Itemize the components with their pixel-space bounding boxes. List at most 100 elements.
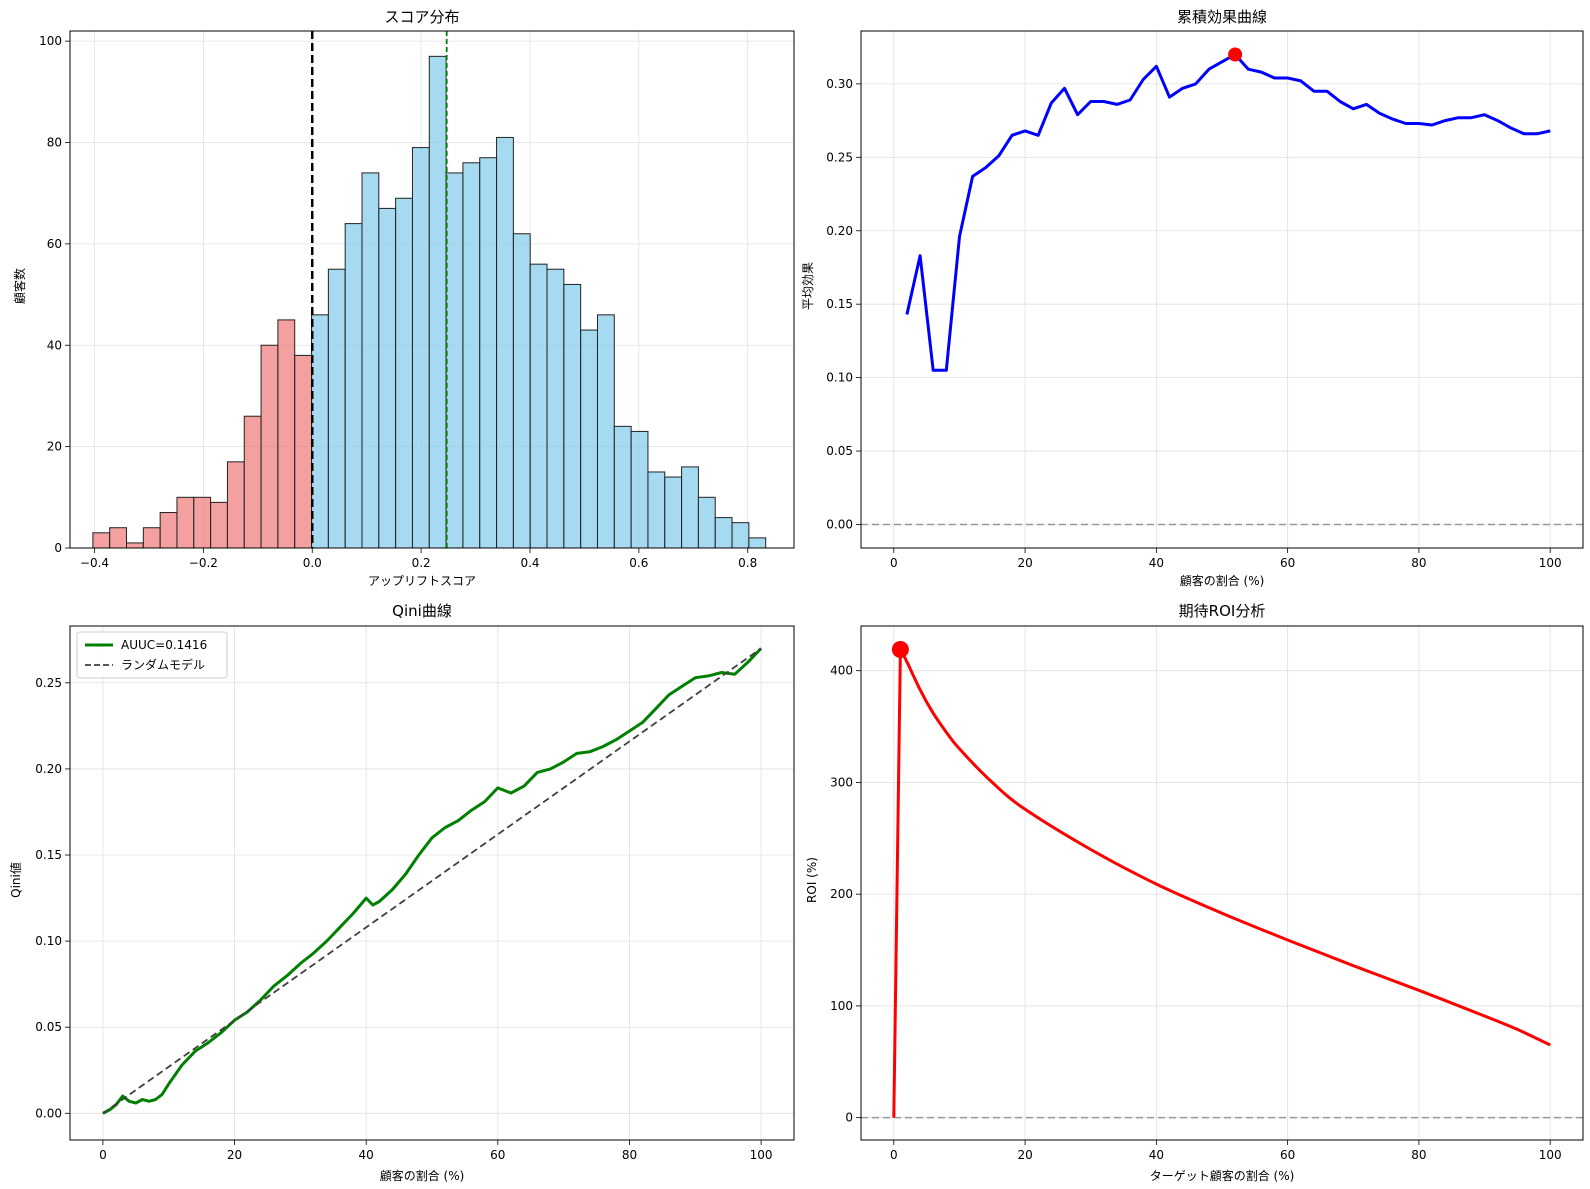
- histogram-bar: [193, 496, 212, 549]
- chart-title: スコア分布: [384, 8, 459, 26]
- chart-title: 累積効果曲線: [1177, 8, 1267, 26]
- histogram-bar: [445, 172, 464, 549]
- y-tick-label: 0.20: [35, 762, 62, 776]
- x-tick-label: 0.4: [520, 556, 539, 570]
- histogram-bar: [428, 55, 447, 549]
- x-tick-label: 40: [1149, 556, 1164, 570]
- roi-line: [892, 648, 1551, 1118]
- plot-frame: [860, 30, 1584, 549]
- histogram-bar: [529, 263, 548, 549]
- y-tick-label: 60: [47, 237, 62, 251]
- x-tick-label: 100: [750, 1148, 773, 1162]
- x-tick-label: 0.8: [738, 556, 757, 570]
- y-tick-label: 0.00: [826, 518, 853, 532]
- x-tick-label: 100: [1539, 556, 1562, 570]
- histogram-bar: [327, 268, 346, 549]
- x-tick-label: 40: [1149, 1148, 1164, 1162]
- y-tick-label: 0: [845, 1111, 853, 1125]
- histogram-bar: [277, 319, 296, 549]
- y-tick-label: 400: [830, 664, 853, 678]
- y-tick-label: 0.15: [826, 297, 853, 311]
- x-tick-label: −0.4: [80, 556, 109, 570]
- x-tick-label: 0: [890, 1148, 898, 1162]
- y-tick-label: 0.20: [826, 224, 853, 238]
- x-tick-label: 0.2: [412, 556, 431, 570]
- y-tick-label: 0.10: [826, 371, 853, 385]
- x-tick-label: 60: [1280, 1148, 1295, 1162]
- x-tick-label: 0.6: [629, 556, 648, 570]
- y-tick-label: 0.00: [35, 1106, 62, 1120]
- y-tick-label: 0.30: [826, 77, 853, 91]
- y-tick-label: 0.10: [35, 934, 62, 948]
- y-tick-label: 0.15: [35, 848, 62, 862]
- histogram-bar: [630, 430, 649, 549]
- score-distribution-panel: スコア分布 アップリフトスコア 顧客数 −0.4 −0.2 0.0 0.2 0.4 0.6…: [12, 8, 795, 588]
- x-axis-label: 顧客の割合 (%): [1180, 573, 1265, 588]
- y-tick-label: 200: [830, 887, 853, 901]
- x-tick-label: 80: [1411, 556, 1426, 570]
- histogram-bar: [378, 207, 397, 549]
- plot-frame: [69, 625, 795, 1141]
- y-tick-label: 0.05: [826, 444, 853, 458]
- y-tick-label: 0.05: [35, 1020, 62, 1034]
- x-tick-label: 80: [622, 1148, 637, 1162]
- histogram-bar: [344, 223, 363, 549]
- qini-curve-panel: Qini曲線 顧客の割合 (%) Qini値 0 20 40 60 80 100 0.00 0…: [8, 602, 795, 1183]
- legend-label-random: ランダムモデル: [121, 657, 205, 672]
- histogram-bar: [126, 542, 144, 549]
- y-tick-label: 100: [39, 34, 62, 48]
- histogram-bar: [411, 147, 430, 549]
- histogram-bar: [596, 314, 615, 549]
- histogram-bar: [546, 268, 565, 549]
- histogram-bar: [563, 283, 582, 549]
- grid: [861, 626, 1583, 1140]
- y-tick-label: 100: [830, 999, 853, 1013]
- y-axis-label: 平均効果: [800, 262, 815, 310]
- x-tick-label: 0.0: [303, 556, 322, 570]
- max-effect-point: [1228, 47, 1243, 62]
- chart-title: Qini曲線: [392, 602, 452, 620]
- x-tick-label: 0: [890, 556, 898, 570]
- x-tick-label: 20: [1017, 1148, 1032, 1162]
- x-tick-label: 0: [99, 1148, 107, 1162]
- y-tick-label: 0.25: [35, 676, 62, 690]
- histogram-bar: [159, 512, 178, 549]
- legend-label-auuc: AUUC=0.1416: [121, 638, 207, 652]
- histogram-bar: [462, 162, 481, 549]
- expected-roi-panel: 期待ROI分析 ターゲット顧客の割合 (%) ROI (%) 0 20 40 60 80…: [805, 602, 1584, 1183]
- histogram-bar: [496, 136, 514, 549]
- histogram-bar: [580, 329, 598, 549]
- y-tick-label: 0: [54, 541, 62, 555]
- histogram-bar: [714, 517, 733, 549]
- histogram-bar: [479, 157, 498, 549]
- x-tick-label: 100: [1539, 1148, 1562, 1162]
- x-tick-label: 20: [227, 1148, 242, 1162]
- cumulative-effect-panel: 累積効果曲線 顧客の割合 (%) 平均効果 0 20 40 60 80 100 0.00 0.…: [800, 8, 1584, 588]
- histogram-bar: [109, 527, 128, 549]
- histogram-bar: [210, 501, 228, 549]
- histogram-bar: [311, 314, 329, 549]
- histogram-bar: [260, 344, 279, 549]
- histogram-bar: [226, 461, 245, 549]
- histogram-bar: [664, 476, 683, 549]
- y-tick-label: 80: [47, 136, 62, 150]
- histogram-bar: [647, 471, 666, 549]
- chart-title: 期待ROI分析: [1179, 602, 1266, 620]
- x-axis-label: アップリフトスコア: [368, 574, 476, 588]
- x-tick-label: 60: [490, 1148, 505, 1162]
- y-tick-label: 0.25: [826, 150, 853, 164]
- histogram-bar: [395, 197, 413, 549]
- y-tick-label: 40: [47, 338, 62, 352]
- histogram-bar: [92, 532, 111, 549]
- histogram-bar: [294, 354, 313, 549]
- random-model-line: [102, 647, 762, 1115]
- x-tick-label: 20: [1017, 556, 1032, 570]
- plot-frame: [69, 30, 795, 549]
- histogram-bar: [512, 233, 531, 549]
- cumulative-effect-line: [905, 53, 1551, 372]
- histogram-bar: [697, 496, 716, 549]
- histogram-bar: [731, 522, 750, 549]
- x-tick-label: 80: [1411, 1148, 1426, 1162]
- max-roi-point: [891, 640, 909, 658]
